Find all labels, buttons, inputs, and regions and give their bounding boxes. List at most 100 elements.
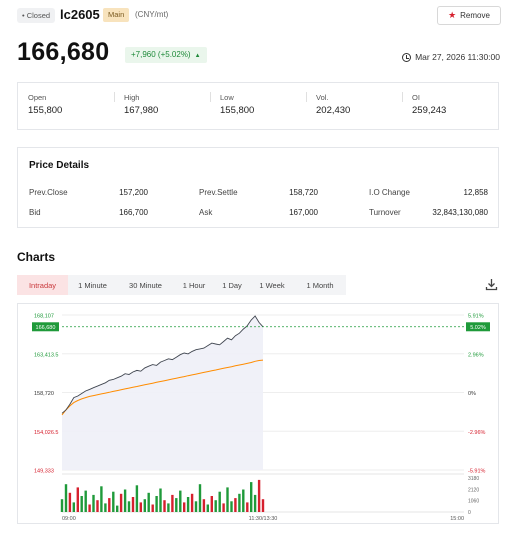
- x-axis-tick: 15:00: [450, 516, 464, 522]
- volume-bar: [202, 499, 206, 512]
- price-change-text: +7,960 (+5.02%): [131, 50, 191, 59]
- stat-value: 167,980: [124, 105, 159, 116]
- detail-label: Prev.Settle: [199, 188, 238, 197]
- left-axis-tick: 168,107: [34, 314, 54, 320]
- stat-label: Open: [28, 93, 47, 102]
- volume-bar: [84, 490, 87, 512]
- left-axis-tick: 163,413.5: [34, 352, 58, 358]
- stat-label: High: [124, 93, 140, 102]
- volume-bar: [257, 479, 261, 512]
- price-unit: (CNY/mt): [135, 10, 169, 19]
- volume-bar: [218, 491, 221, 512]
- stat-high: High 167,980: [124, 93, 204, 116]
- stat-label: Vol.: [316, 93, 329, 102]
- volume-bar: [214, 500, 217, 512]
- clock-icon: [402, 52, 412, 62]
- volume-bar: [135, 485, 139, 512]
- volume-bar: [76, 487, 79, 512]
- volume-bar: [104, 503, 107, 512]
- right-axis-tick: -5.91%: [468, 469, 486, 475]
- stat-value: 155,800: [220, 105, 255, 116]
- detail-value: 167,000: [289, 208, 318, 217]
- volume-axis-tick: 3180: [468, 476, 479, 482]
- volume-bar: [167, 503, 170, 512]
- market-status-badge: • Closed: [17, 8, 56, 23]
- arrow-up-icon: ▲: [194, 53, 201, 59]
- stat-value: 202,430: [316, 105, 351, 116]
- right-axis-tick: 0%: [468, 391, 476, 397]
- detail-value: 12,858: [463, 188, 488, 197]
- price-details-title: Price Details: [29, 160, 90, 171]
- volume-bar: [246, 502, 249, 512]
- volume-bar: [226, 487, 229, 512]
- volume-bar: [253, 494, 257, 512]
- stat-label: Low: [220, 93, 234, 102]
- tab-30-minute[interactable]: 30 Minute: [117, 275, 174, 295]
- stat-value: 259,243: [412, 105, 447, 116]
- volume-bar: [92, 494, 95, 512]
- detail-label: Ask: [199, 208, 213, 217]
- price-line: [61, 315, 264, 414]
- current-pct-tag: [466, 322, 490, 332]
- price-details-panel: Price Details Prev.Close 157,200 Prev.Se…: [17, 147, 499, 228]
- right-axis-tick: 5.91%: [468, 314, 484, 320]
- last-price: 166,680: [17, 38, 110, 66]
- detail-label: Bid: [29, 208, 41, 217]
- tab-1-minute[interactable]: 1 Minute: [68, 275, 117, 295]
- volume-bar: [175, 498, 178, 512]
- volume-bar: [234, 498, 237, 512]
- volume-bar: [96, 500, 99, 512]
- detail-label: Prev.Close: [29, 188, 68, 197]
- volume-bar: [123, 489, 127, 512]
- left-axis-tick: 149,333: [34, 469, 54, 475]
- volume-bar: [155, 496, 158, 512]
- right-axis-tick: -2.96%: [468, 430, 486, 436]
- stat-open-interest: OI 259,243: [412, 93, 492, 116]
- volume-bar: [64, 484, 68, 512]
- volume-bar: [171, 494, 174, 512]
- volume-axis-tick: 2120: [468, 487, 479, 493]
- left-axis-tick: 154,026.5: [34, 430, 58, 436]
- intraday-chart-panel: 168,107 5.91% 163,413.5 2.96% 158,720 0% 154,0…: [17, 303, 499, 524]
- detail-value: 166,700: [119, 208, 148, 217]
- volume-bar: [139, 502, 142, 512]
- volume-bar: [68, 492, 72, 512]
- stat-divider: [306, 92, 307, 102]
- volume-bar: [100, 486, 103, 512]
- right-axis-tick: 2.96%: [468, 352, 484, 358]
- stat-divider: [210, 92, 211, 102]
- tab-1-month[interactable]: 1 Month: [294, 275, 346, 295]
- tab-1-day[interactable]: 1 Day: [214, 275, 250, 295]
- charts-title: Charts: [17, 250, 56, 264]
- tab-label: 1 Day: [222, 280, 242, 290]
- volume-bar: [112, 491, 115, 512]
- current-price-label: 166,680: [36, 325, 56, 331]
- quote-header: • Closed lc2605 Main (CNY/mt) ★ Remove: [17, 6, 501, 26]
- tab-1-hour[interactable]: 1 Hour: [174, 275, 214, 295]
- left-axis-tick: 158,720: [34, 391, 54, 397]
- current-pct-label: 5.02%: [470, 325, 486, 331]
- price-change-badge: +7,960 (+5.02%) ▲: [125, 47, 207, 63]
- tab-intraday[interactable]: Intraday: [17, 275, 68, 295]
- detail-label: Turnover: [369, 208, 401, 217]
- download-icon[interactable]: [485, 278, 498, 291]
- stat-label: OI: [412, 93, 420, 102]
- average-price-line: [61, 359, 264, 416]
- volume-bar: [163, 500, 166, 512]
- volume-bar: [159, 488, 162, 512]
- volume-bar: [179, 490, 182, 512]
- tab-1-week[interactable]: 1 Week: [250, 275, 294, 295]
- stat-value: 155,800: [28, 105, 63, 116]
- volume-bar: [108, 498, 111, 512]
- volume-axis-tick: 1060: [468, 499, 479, 505]
- remove-label: Remove: [460, 11, 490, 20]
- stats-panel: Open 155,800 High 167,980 Low 155,800 Vo…: [17, 82, 499, 130]
- remove-watchlist-button[interactable]: ★ Remove: [437, 6, 501, 25]
- stat-low: Low 155,800: [220, 93, 300, 116]
- chart-period-tabs: Intraday 1 Minute 30 Minute 1 Hour 1 Day…: [17, 275, 346, 295]
- volume-bar: [222, 503, 225, 512]
- volume-bar: [242, 489, 245, 512]
- current-price-tag: [32, 322, 59, 332]
- volume-bar: [88, 504, 91, 512]
- intraday-chart[interactable]: 168,107 5.91% 163,413.5 2.96% 158,720 0% 154,0…: [18, 304, 498, 523]
